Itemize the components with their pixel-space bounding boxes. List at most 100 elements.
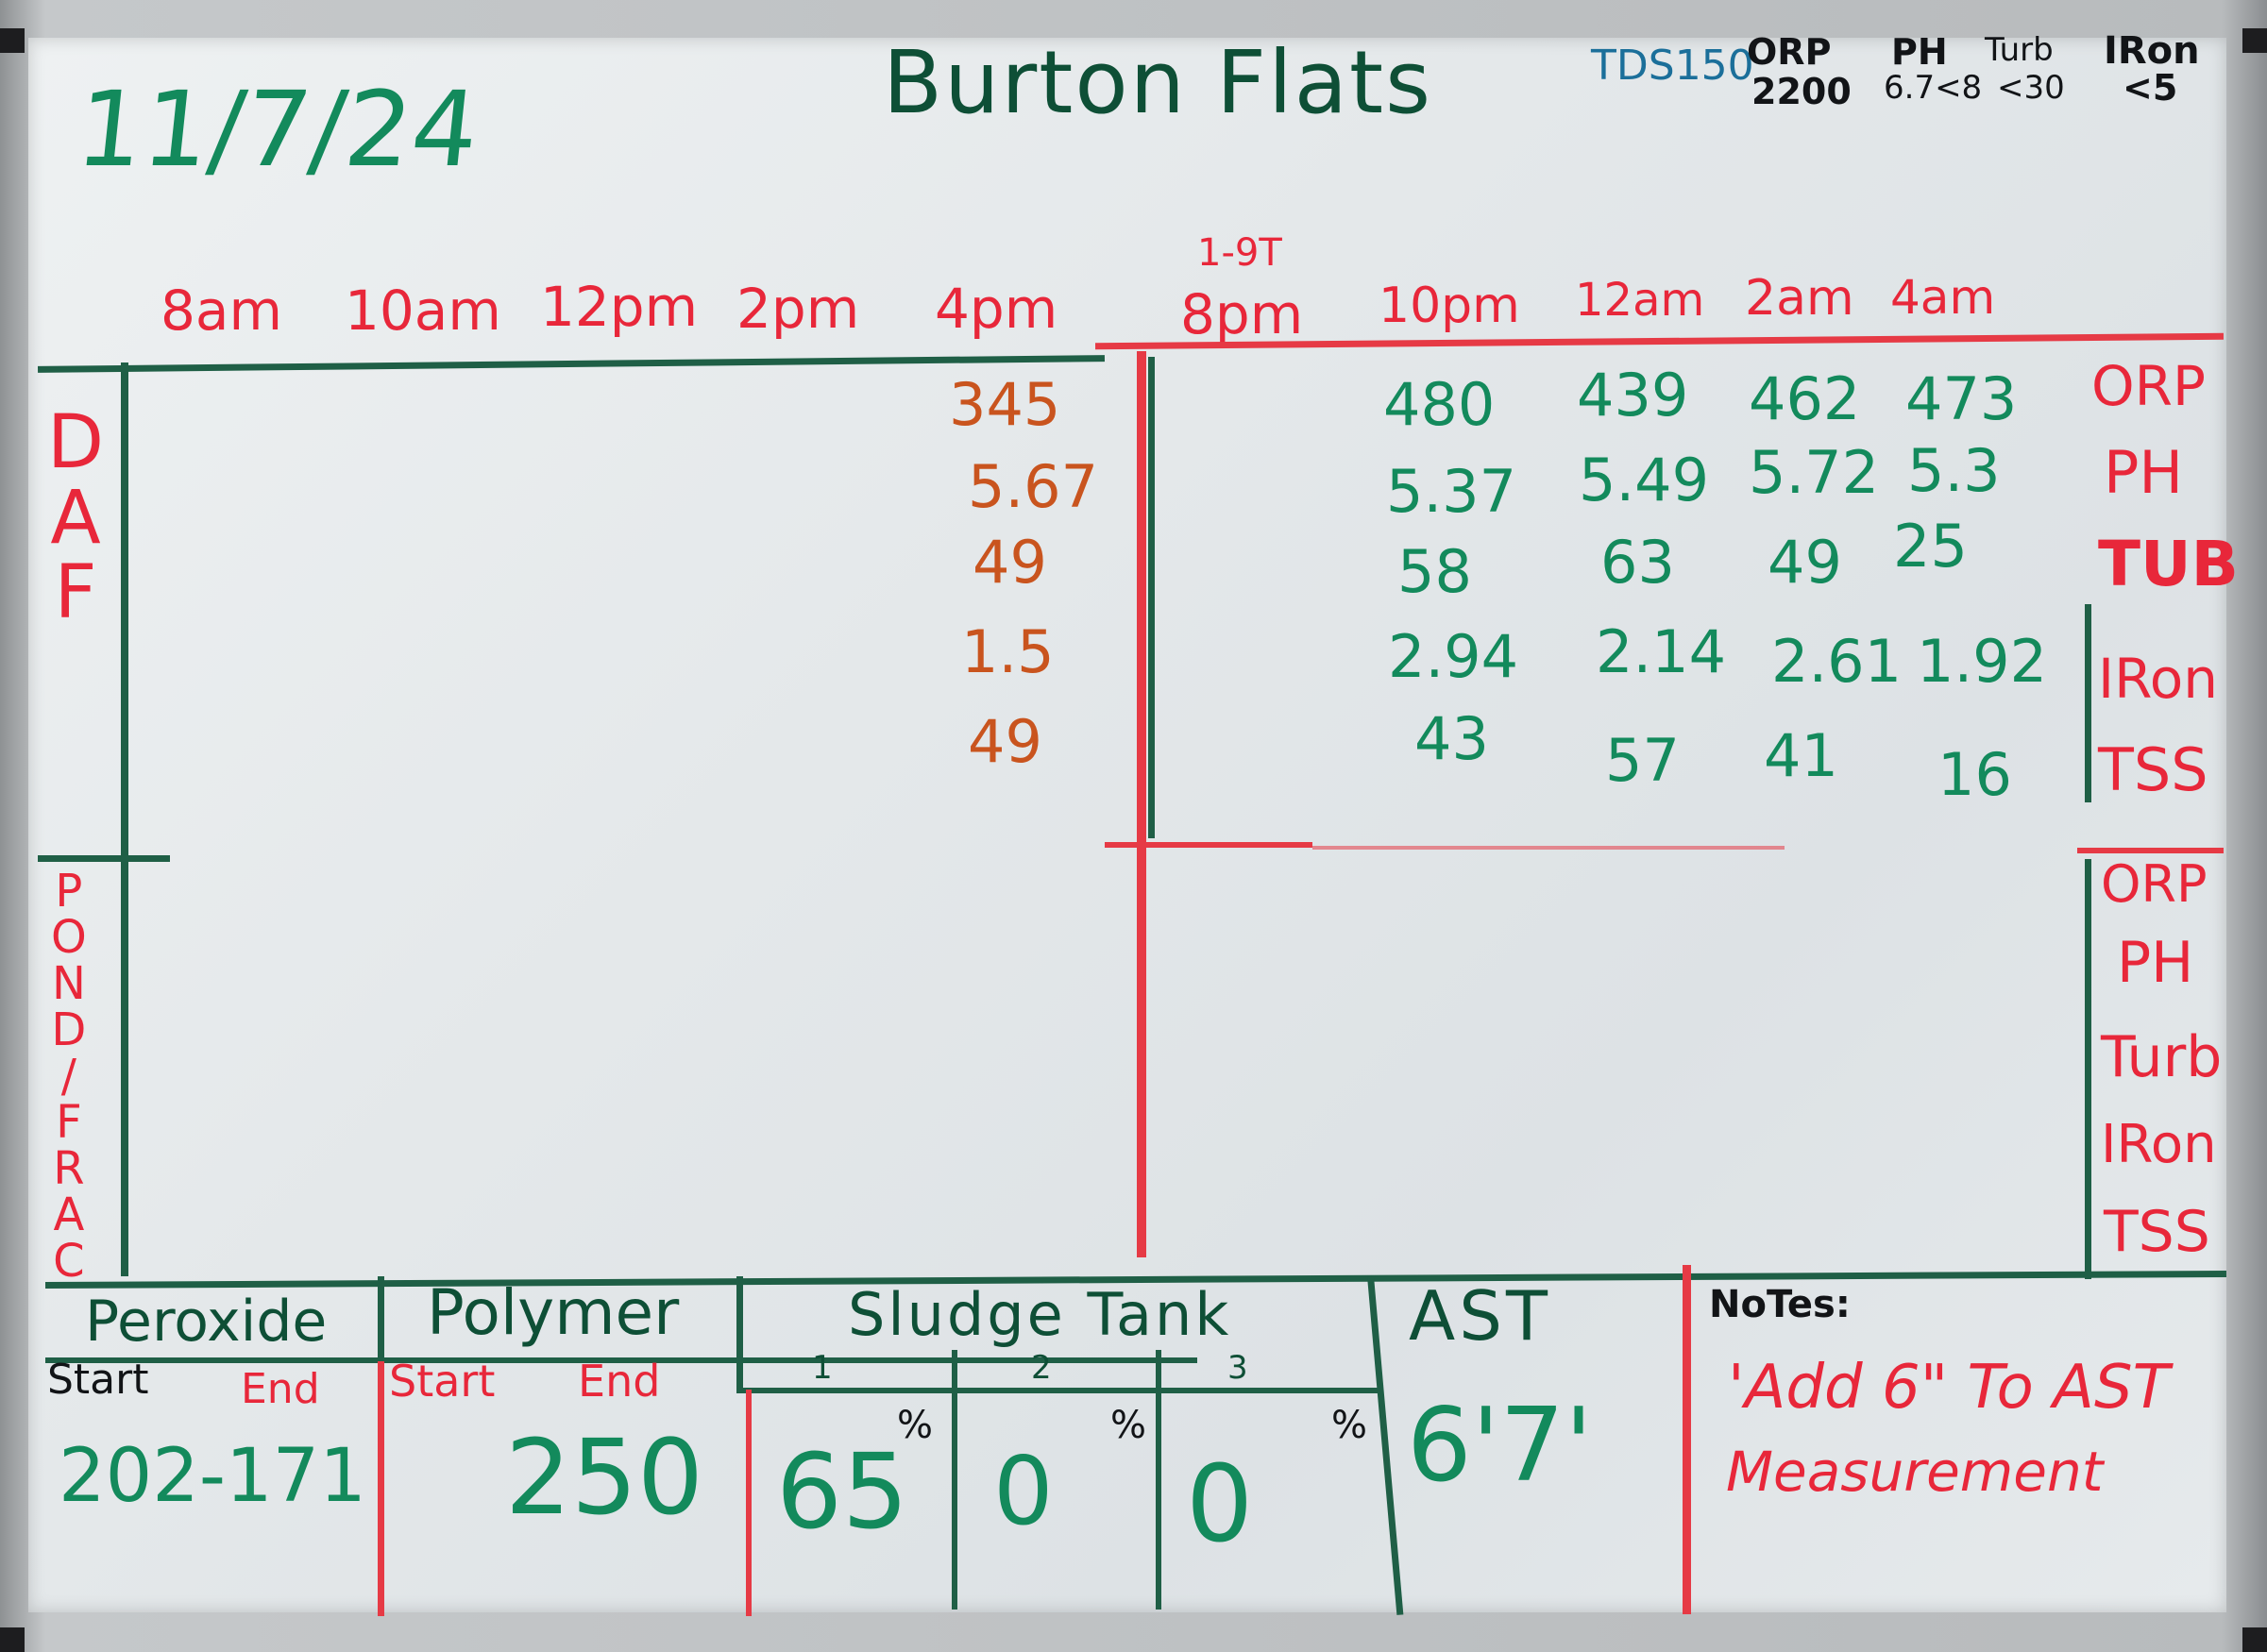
sludge-col-3-value: 0	[1186, 1443, 1254, 1566]
peroxide-value: 202-171	[59, 1434, 366, 1519]
daf-10pm-orp: 480	[1383, 370, 1496, 439]
sludge-col-2-pct: %	[1110, 1404, 1147, 1447]
daf-2am-iron: 2.61	[1771, 627, 1903, 696]
center-divider-green	[1148, 357, 1155, 838]
sludge-col-2-value: 0	[993, 1436, 1054, 1546]
daf-row-label-tss: TSS	[2098, 735, 2208, 804]
daf-4am-ph: 5.3	[1907, 436, 2001, 505]
limit-orp-label: ORP	[1747, 31, 1832, 73]
daf-pond-divider-center	[1105, 842, 1312, 848]
daf-section-label: D A F	[47, 400, 105, 636]
daf-10pm-iron: 2.94	[1388, 622, 1519, 691]
pond-row-label-ph: PH	[2117, 930, 2194, 996]
pond-frac-section-label: P O N D / F R A C	[51, 865, 87, 1288]
daf-4pm-tss: 49	[968, 707, 1042, 776]
daf-2am-turb: 49	[1768, 528, 1842, 597]
daf-10pm-ph: 5.37	[1386, 457, 1517, 526]
daf-10pm-turb: 58	[1397, 537, 1472, 606]
daf-4am-turb: 25	[1893, 512, 1968, 581]
daf-4am-iron: 1.92	[1917, 627, 2048, 696]
limit-iron-value: <5	[2123, 67, 2178, 109]
daf-4am-orp: 473	[1905, 364, 2018, 433]
left-column-divider	[121, 362, 128, 1276]
daf-12am-orp: 439	[1577, 361, 1689, 430]
limit-turb-value: <30	[1997, 69, 2065, 107]
sludge-col-3-label: 3	[1227, 1349, 1248, 1387]
polymer-value: 250	[505, 1417, 703, 1538]
sludge-col-2-3-divider	[1156, 1350, 1161, 1610]
peroxide-polymer-divider-red	[378, 1361, 384, 1616]
daf-12am-iron: 2.14	[1596, 617, 1727, 686]
time-10am: 10am	[345, 278, 501, 343]
center-divider-red	[1137, 351, 1146, 1257]
right-label-divider-pond	[2085, 859, 2091, 1279]
time-8pm: 8pm	[1180, 282, 1304, 346]
ast-notes-divider	[1683, 1265, 1691, 1614]
sludge-col-1-label: 1	[812, 1349, 833, 1387]
board-title: Burton Flats	[883, 32, 1433, 133]
frame-corner-bottom-left	[0, 1627, 25, 1652]
daf-pond-divider-faint	[1312, 846, 1785, 850]
pond-row-label-tss: TSS	[2104, 1199, 2210, 1265]
daf-4pm-ph: 5.67	[968, 452, 1099, 521]
limit-ph-value: 6.7<8	[1884, 69, 1983, 107]
daf-pond-divider-right	[2077, 848, 2224, 853]
daf-10pm-tss: 43	[1414, 704, 1489, 773]
sludge-col-1-value: 65	[776, 1431, 908, 1552]
limit-ph-label: PH	[1891, 31, 1948, 73]
daf-row-label-iron: IRon	[2098, 647, 2219, 711]
limit-orp-value: 2200	[1751, 71, 1852, 112]
limit-iron-label: IRon	[2104, 29, 2200, 73]
daf-pond-divider-left	[38, 855, 170, 862]
notes-line-1: 'Add 6" To AST	[1728, 1353, 2170, 1423]
frame-corner-top-left	[0, 28, 25, 53]
time-2pm: 2pm	[736, 277, 860, 341]
time-2am: 2am	[1745, 270, 1854, 327]
daf-row-label-tub: TUB	[2098, 528, 2239, 600]
limit-tds: TDS150	[1591, 42, 1754, 90]
notes-line-2: Measurement	[1726, 1440, 2104, 1504]
pond-row-label-turb: Turb	[2101, 1024, 2223, 1090]
bottom-table-header-line	[45, 1357, 1197, 1363]
peroxide-start-label: Start	[47, 1356, 149, 1404]
daf-4am-tss: 16	[1937, 740, 2012, 809]
whiteboard-surface	[28, 38, 2226, 1612]
daf-row-label-orp: ORP	[2091, 354, 2206, 418]
daf-2am-tss: 41	[1764, 721, 1838, 790]
time-12am: 12am	[1575, 274, 1705, 327]
polymer-header: Polymer	[427, 1276, 680, 1349]
polymer-sludge-divider-red	[746, 1390, 752, 1616]
polymer-start-label: Start	[389, 1356, 496, 1407]
frame-corner-bottom-right	[2242, 1627, 2267, 1652]
daf-4pm-turb: 49	[973, 528, 1047, 597]
time-12pm: 12pm	[540, 275, 699, 339]
sludge-col-3-pct: %	[1331, 1404, 1368, 1447]
sludge-tank-header: Sludge Tank	[848, 1280, 1232, 1349]
peroxide-polymer-divider	[378, 1276, 384, 1361]
daf-row-label-ph: PH	[2104, 438, 2184, 507]
peroxide-end-label: End	[241, 1365, 320, 1413]
time-8am: 8am	[161, 278, 282, 343]
frame-corner-top-right	[2242, 28, 2267, 53]
daf-4pm-iron: 1.5	[961, 617, 1055, 686]
daf-12am-tss: 57	[1605, 726, 1680, 795]
pond-row-label-iron: IRon	[2101, 1114, 2217, 1175]
pond-row-label-orp: ORP	[2101, 854, 2208, 914]
time-4pm: 4pm	[935, 277, 1058, 341]
daf-4pm-orp: 345	[949, 370, 1061, 439]
notes-header: NoTes:	[1709, 1283, 1851, 1326]
right-label-divider-daf	[2085, 604, 2091, 802]
time-10pm: 10pm	[1379, 278, 1520, 334]
daf-2am-ph: 5.72	[1749, 438, 1880, 507]
limit-turb-label: Turb	[1985, 31, 2054, 69]
peroxide-header: Peroxide	[85, 1289, 328, 1355]
daf-12am-ph: 5.49	[1579, 446, 1710, 514]
sludge-col-1-pct: %	[897, 1404, 934, 1447]
sludge-subheader-line	[736, 1388, 1379, 1393]
date-label: 11/7/24	[71, 69, 484, 190]
polymer-end-label: End	[578, 1356, 661, 1407]
sludge-col-2-label: 2	[1031, 1349, 1052, 1387]
ast-header: AST	[1409, 1276, 1551, 1356]
daf-12am-turb: 63	[1600, 528, 1675, 597]
daf-2am-orp: 462	[1749, 364, 1861, 433]
